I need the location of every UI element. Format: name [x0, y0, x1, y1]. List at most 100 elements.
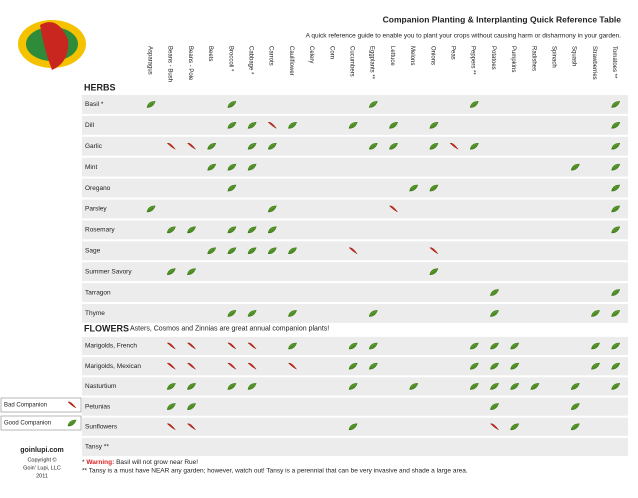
good-mark	[348, 342, 358, 350]
good-mark	[166, 403, 176, 410]
column-header: Lettuce	[389, 46, 395, 66]
row-label: Parsley	[85, 206, 107, 213]
row-label: Summer Savory	[85, 268, 132, 275]
column-header: Beets	[207, 46, 213, 61]
good-mark	[611, 226, 621, 234]
good-mark	[469, 342, 479, 350]
good-mark	[288, 122, 297, 129]
good-mark	[611, 289, 621, 296]
column-header: Onions	[429, 46, 435, 65]
bad-mark	[348, 247, 358, 254]
good-mark	[409, 383, 419, 390]
row-label: Tarragon	[85, 289, 111, 296]
bad-mark	[490, 423, 499, 431]
good-mark	[429, 268, 439, 275]
good-mark	[146, 205, 156, 213]
good-mark	[267, 205, 277, 213]
good-mark	[247, 163, 257, 171]
bad-mark	[187, 142, 196, 150]
column-header: Cabbage *	[248, 46, 254, 75]
good-mark	[247, 142, 257, 150]
good-mark	[267, 142, 277, 150]
good-mark	[348, 362, 358, 370]
good-mark	[510, 342, 520, 350]
column-header: Spinach	[551, 46, 557, 68]
row-band	[82, 199, 628, 219]
row-band	[82, 304, 628, 323]
good-mark	[288, 310, 297, 317]
good-mark	[227, 122, 237, 129]
row-band	[82, 178, 628, 198]
good-mark	[368, 142, 378, 150]
row-label: Marigolds, Mexican	[85, 363, 141, 370]
good-mark	[570, 383, 580, 390]
good-mark	[67, 419, 77, 427]
good-mark	[227, 383, 237, 390]
good-mark	[409, 184, 419, 192]
good-mark	[187, 403, 196, 410]
bad-mark	[187, 362, 196, 370]
row-label: Dill	[85, 122, 95, 129]
row-label: Thyme	[85, 310, 105, 317]
logo	[18, 20, 86, 70]
good-mark	[611, 205, 621, 213]
section-note: Asters, Cosmos and Zinnias are great ann…	[130, 326, 329, 333]
good-mark	[166, 268, 176, 275]
good-mark	[591, 310, 600, 317]
good-mark	[611, 122, 621, 129]
legend-box	[0, 415, 82, 431]
good-mark	[570, 423, 580, 431]
column-header: Beans - Bush	[167, 46, 173, 82]
good-mark	[348, 122, 358, 129]
good-mark	[389, 142, 398, 150]
bad-mark	[267, 121, 277, 129]
legend-box	[0, 397, 82, 413]
brand-line: Copyright ©	[27, 456, 56, 463]
good-mark	[611, 184, 621, 192]
row-label: Basil *	[85, 101, 104, 108]
brand-line: 2011	[36, 473, 48, 479]
bad-mark	[227, 362, 237, 370]
good-mark	[247, 310, 257, 317]
bad-mark	[187, 423, 196, 431]
good-mark	[389, 122, 398, 129]
good-mark	[227, 101, 237, 108]
legend-label: Bad Companion	[4, 403, 47, 409]
good-mark	[429, 122, 439, 129]
good-mark	[247, 383, 257, 390]
good-mark	[490, 342, 499, 350]
column-header: Broccoli *	[227, 46, 233, 72]
good-mark	[146, 101, 156, 108]
good-mark	[267, 226, 277, 234]
section-title: HERBS	[84, 82, 116, 92]
subtitle: A quick reference guide to enable you to…	[306, 33, 622, 40]
column-header: Potatoes	[490, 46, 496, 70]
bad-mark	[166, 142, 176, 150]
column-header: Celery	[308, 46, 314, 63]
column-header: Squash	[571, 46, 577, 66]
good-mark	[530, 383, 540, 390]
good-mark	[469, 362, 479, 370]
good-mark	[591, 342, 600, 350]
row-band	[82, 262, 628, 282]
good-mark	[591, 362, 600, 370]
good-mark	[611, 342, 621, 350]
good-mark	[227, 226, 237, 234]
footnote-tansy: ** Tansy is a must have NEAR any garden;…	[82, 468, 468, 475]
good-mark	[267, 247, 277, 255]
column-header: Cauliflower	[288, 46, 294, 76]
good-mark	[611, 142, 621, 150]
row-label: Sage	[85, 247, 101, 254]
row-label: Rosemary	[85, 227, 115, 234]
good-mark	[611, 163, 621, 171]
row-band	[82, 220, 628, 240]
column-header: Beans - Pole	[187, 46, 193, 81]
good-mark	[187, 383, 196, 390]
bad-mark	[429, 247, 439, 254]
brand-line: Goin' Lupi, LLC	[23, 465, 61, 471]
good-mark	[368, 310, 378, 317]
good-mark	[368, 101, 378, 108]
good-mark	[247, 122, 257, 129]
good-mark	[510, 362, 520, 370]
good-mark	[368, 342, 378, 350]
